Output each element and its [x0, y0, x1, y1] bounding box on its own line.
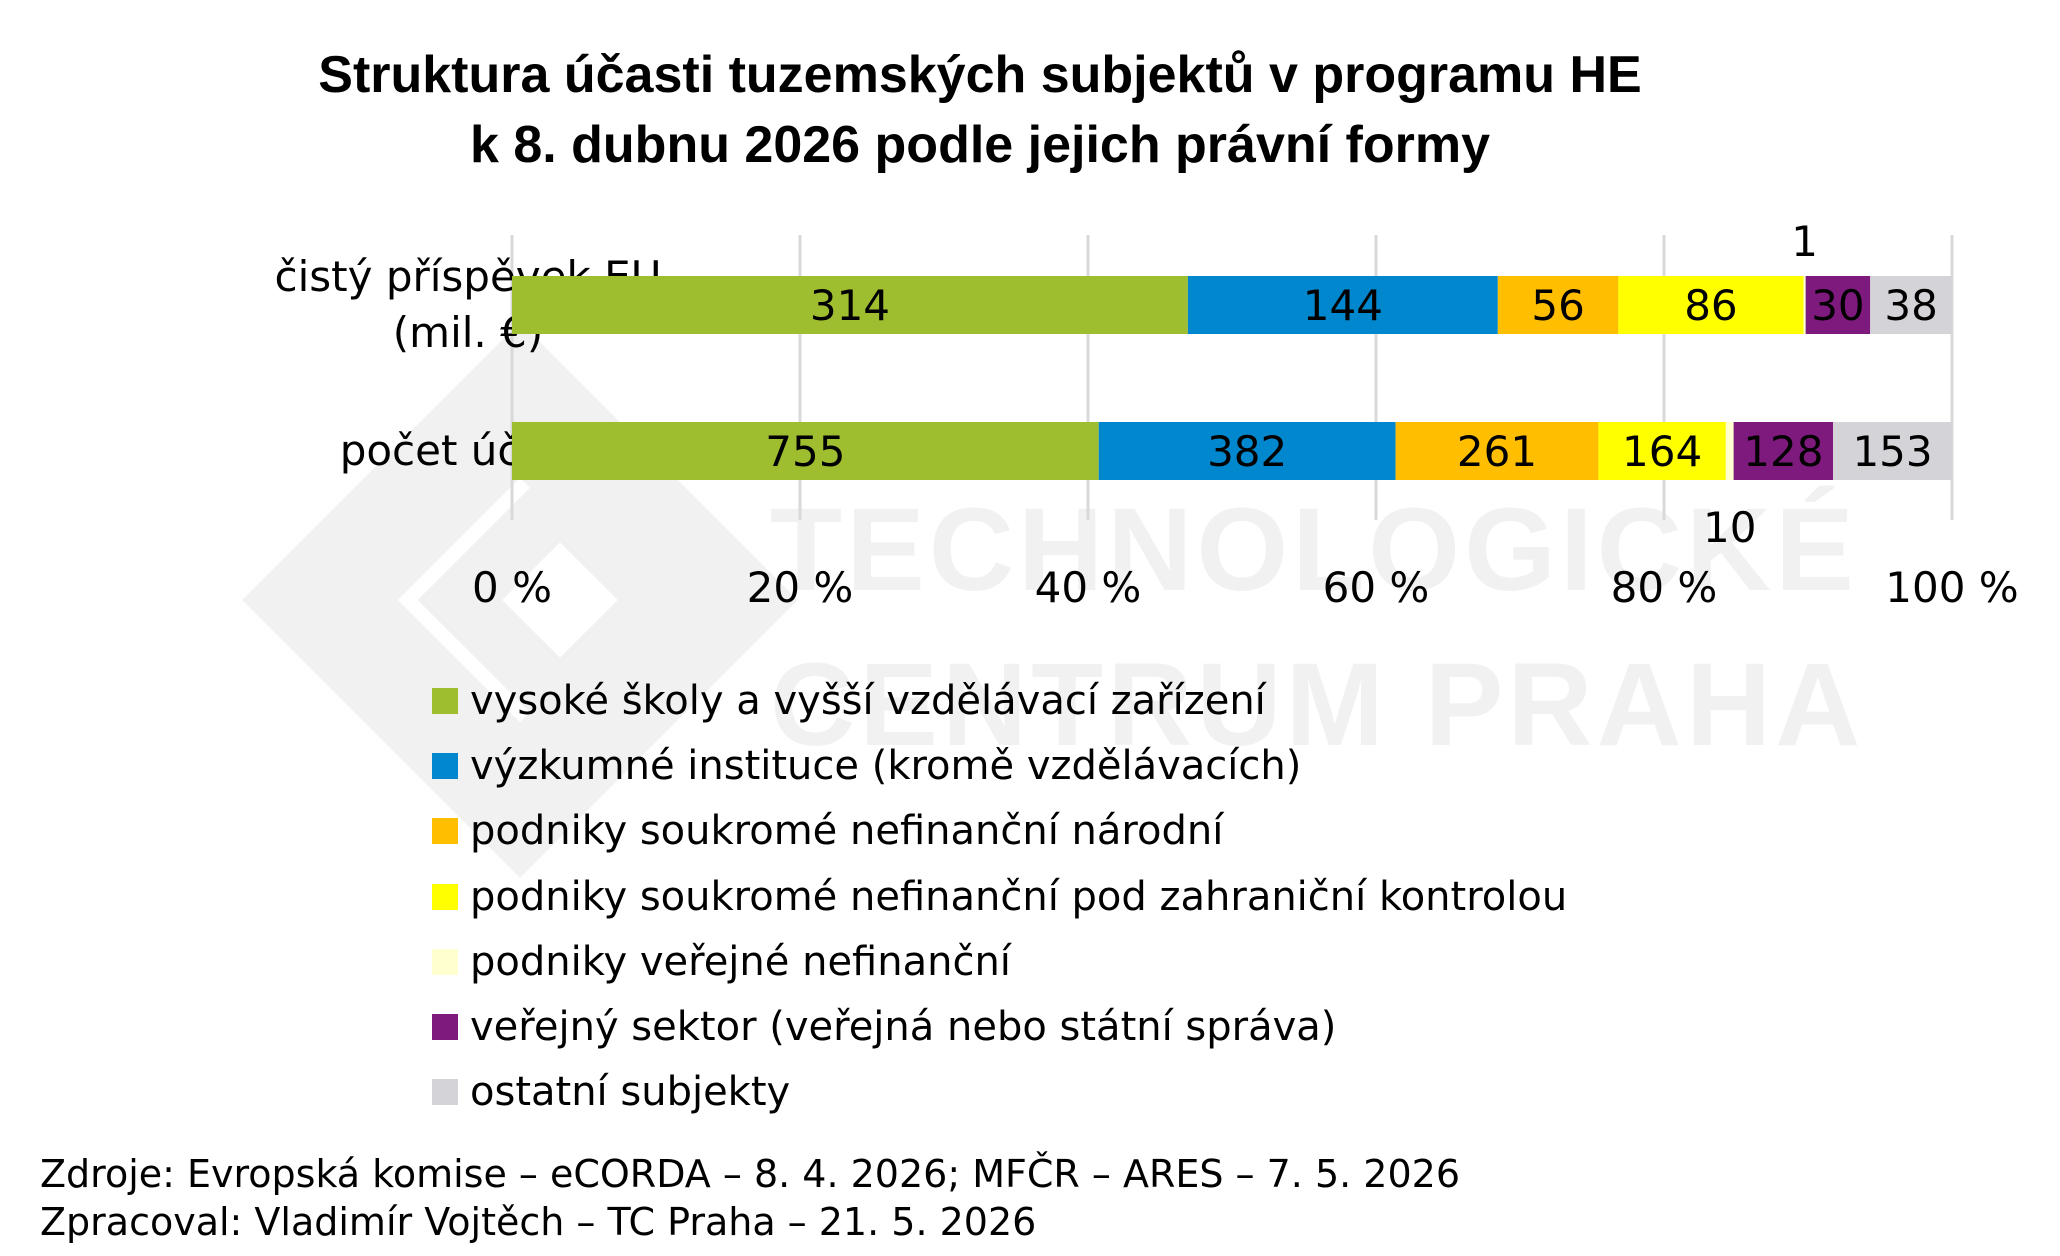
- bar-segment: [1098, 422, 1396, 480]
- data-label: 30: [1811, 281, 1864, 330]
- legend-swatch: [432, 1014, 458, 1041]
- bar-segment: [1870, 276, 1952, 334]
- legend-item: vysoké školy a vyšší vzdělávací zařízení: [432, 668, 1567, 733]
- legend-label: ostatní subjekty: [470, 1069, 791, 1116]
- legend-swatch: [432, 948, 458, 975]
- bar-segment: [1803, 276, 1806, 334]
- x-tick-label: 20 %: [747, 563, 854, 612]
- stacked-bar-chart: 0 % 20 % 40 % 60 % 80 % 100 %čistý příspěvek …: [275, 217, 2019, 612]
- data-label: 128: [1743, 427, 1823, 476]
- legend: vysoké školy a vyšší vzdělávací zařízení…: [432, 668, 1567, 1125]
- x-tick-label: 80 %: [1611, 563, 1718, 612]
- legend-swatch: [432, 1079, 458, 1106]
- x-tick-label: 40 %: [1035, 563, 1142, 612]
- bar-segment: [1497, 276, 1619, 334]
- legend-item: veřejný sektor (veřejná nebo státní sprá…: [432, 994, 1567, 1059]
- legend-item: výzkumné instituce (kromě vzdělávacích): [432, 733, 1567, 798]
- x-tick-label: 60 %: [1323, 563, 1430, 612]
- data-label: 38: [1884, 281, 1937, 330]
- legend-swatch: [432, 687, 458, 714]
- data-label: 164: [1622, 427, 1702, 476]
- data-label: 755: [765, 427, 845, 476]
- data-label: 382: [1207, 427, 1287, 476]
- legend-label: podniky soukromé nefinanční národní: [470, 808, 1224, 855]
- bar-segment: [1187, 276, 1498, 334]
- source-note: Zdroje: Evropská komise – eCORDA – 8. 4.…: [40, 1152, 1461, 1196]
- legend-label: podniky soukromé nefinanční pod zahranič…: [470, 873, 1568, 920]
- chart-title-line1: Struktura účasti tuzemských subjektů v p…: [318, 46, 1642, 104]
- legend-swatch: [432, 883, 458, 910]
- bar-segment: [1598, 422, 1726, 480]
- bar-segment: [512, 422, 1099, 480]
- chart-title-line2: k 8. dubnu 2026 podle jejich právní form…: [469, 116, 1491, 174]
- bar-segment: [512, 276, 1188, 334]
- data-label: 10: [1703, 503, 1756, 552]
- legend-label: veřejný sektor (veřejná nebo státní sprá…: [470, 1004, 1337, 1051]
- bar-segment: [1618, 276, 1804, 334]
- data-label: 314: [810, 281, 890, 330]
- data-label: 56: [1531, 281, 1584, 330]
- bar-segment: [1733, 422, 1834, 480]
- bar-segment: [1833, 422, 1952, 480]
- legend-swatch: [432, 752, 458, 779]
- legend-label: výzkumné instituce (kromě vzdělávacích): [470, 742, 1302, 789]
- data-label: 1: [1791, 217, 1818, 266]
- bar-segment: [1725, 422, 1734, 480]
- x-tick-label: 100 %: [1885, 563, 2018, 612]
- legend-item: podniky soukromé nefinanční národní: [432, 799, 1567, 864]
- x-tick-label: 0 %: [472, 563, 552, 612]
- legend-swatch: [432, 818, 458, 845]
- bar-segment: [1395, 422, 1599, 480]
- data-label: 86: [1684, 281, 1737, 330]
- data-label: 153: [1852, 427, 1932, 476]
- author-note: Zpracoval: Vladimír Vojtěch – TC Praha –…: [40, 1200, 1037, 1244]
- data-label: 144: [1303, 281, 1383, 330]
- legend-item: podniky veřejné nefinanční: [432, 929, 1567, 994]
- legend-label: vysoké školy a vyšší vzdělávací zařízení: [470, 677, 1266, 724]
- legend-item: podniky soukromé nefinanční pod zahranič…: [432, 864, 1567, 929]
- data-label: 261: [1457, 427, 1537, 476]
- bar-segment: [1805, 276, 1871, 334]
- legend-item: ostatní subjekty: [432, 1060, 1567, 1125]
- legend-label: podniky veřejné nefinanční: [470, 938, 1011, 985]
